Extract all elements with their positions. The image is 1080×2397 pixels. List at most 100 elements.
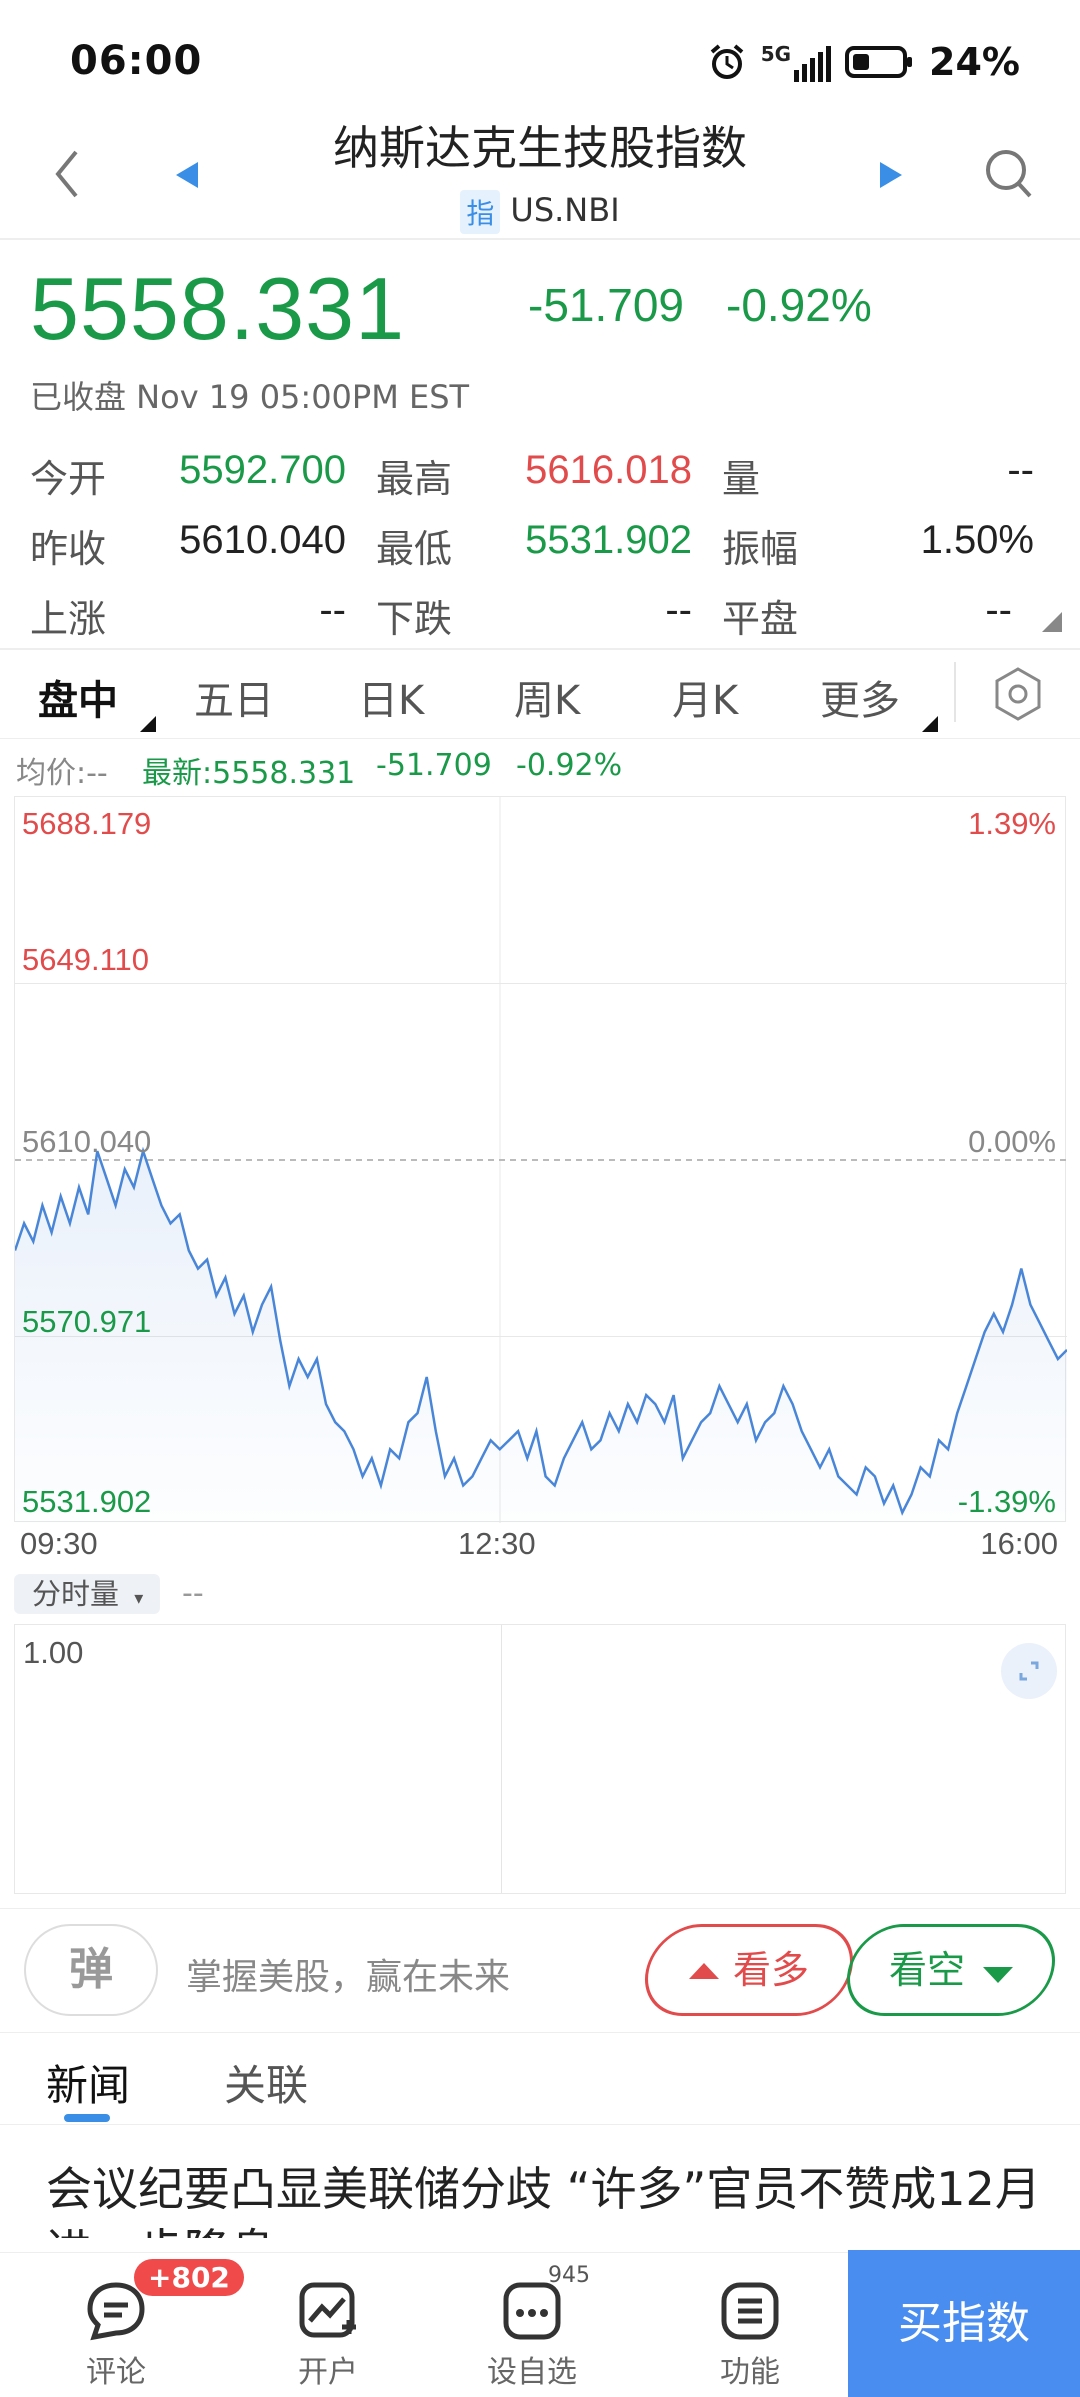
- y-pct-high: 1.39%: [968, 806, 1056, 841]
- nav-functions[interactable]: 功能: [680, 2253, 820, 2397]
- stat-value-prev-close: 5610.040: [179, 518, 346, 562]
- nav-open-account[interactable]: 开户: [258, 2253, 398, 2397]
- price-change-pct: -0.92%: [726, 279, 872, 331]
- next-stock-icon[interactable]: [878, 160, 904, 190]
- stat-label-high: 最高: [376, 457, 453, 501]
- arrow-down-icon: [983, 1966, 1013, 1983]
- bearish-button[interactable]: 看空: [838, 1924, 1064, 2016]
- status-icons: 5G 24%: [707, 38, 1020, 86]
- legend-latest: 最新:5558.331: [142, 756, 356, 791]
- stat-value-amplitude: 1.50%: [920, 518, 1034, 562]
- news-headline[interactable]: 会议纪要凸显美联储分歧 “许多”官员不赞成12月进一步降息: [46, 2162, 1041, 2238]
- prev-stock-icon[interactable]: [174, 160, 200, 190]
- market-status: 已收盘 Nov 19 05:00PM EST: [30, 378, 470, 416]
- nav-comments-label: 评论: [86, 2355, 146, 2390]
- stat-label-prev-close: 昨收: [30, 527, 107, 571]
- nav-add-watchlist-label: 设自选: [487, 2355, 577, 2390]
- intraday-chart[interactable]: [14, 796, 1067, 1523]
- network-icon: 5G: [760, 42, 832, 82]
- stat-value-high: 5616.018: [525, 448, 692, 492]
- y-pct-low: -1.39%: [957, 1484, 1056, 1519]
- arrow-up-icon: [688, 1962, 719, 1979]
- x-label-open: 09:30: [20, 1526, 98, 1561]
- volume-chart[interactable]: 1.00: [14, 1624, 1066, 1894]
- buy-index-button[interactable]: 买指数: [848, 2250, 1080, 2397]
- tab-weekly-k[interactable]: 周K: [514, 678, 581, 724]
- y-label-upper: 5649.110: [22, 942, 149, 977]
- x-label-mid: 12:30: [458, 1526, 536, 1561]
- bullish-button[interactable]: 看多: [636, 1924, 862, 2016]
- tab-intraday[interactable]: 盘中: [38, 678, 118, 724]
- comment-badge: +802: [134, 2259, 244, 2296]
- legend-change-pct: -0.92%: [516, 748, 623, 783]
- stat-value-volume: --: [1007, 448, 1034, 492]
- page-title: 纳斯达克生技股指数: [333, 121, 747, 175]
- stat-label-advancers: 上涨: [30, 597, 107, 641]
- network-label: 5G: [760, 42, 792, 66]
- comment-icon: [87, 2282, 145, 2341]
- stat-label-unchanged: 平盘: [722, 597, 799, 641]
- search-icon[interactable]: [984, 148, 1034, 200]
- back-icon[interactable]: [52, 148, 82, 200]
- price-line: [15, 1146, 1067, 1516]
- bullet-comment-label: 弹: [69, 1944, 113, 1995]
- stat-value-advancers: --: [319, 588, 346, 632]
- y-label-lower: 5570.971: [22, 1304, 152, 1339]
- last-price: 5558.331: [30, 259, 406, 358]
- stock-code-row: 指 US.NBI: [0, 190, 1080, 234]
- tab-five-day[interactable]: 五日: [194, 678, 274, 724]
- battery-percent: 24%: [929, 40, 1020, 84]
- stat-label-low: 最低: [376, 527, 453, 571]
- tab-news[interactable]: 新闻: [46, 2061, 131, 2110]
- nav-functions-label: 功能: [720, 2355, 780, 2390]
- chart-plot: [15, 797, 1067, 1523]
- bullet-comment-button[interactable]: 弹: [24, 1924, 158, 2016]
- legend-avg-price: 均价:--: [16, 756, 108, 791]
- fullscreen-icon[interactable]: [1001, 1643, 1057, 1699]
- stat-value-decliners: --: [665, 588, 692, 632]
- active-tab-indicator: [64, 2114, 110, 2122]
- y-pct-zero: 0.00%: [968, 1124, 1056, 1159]
- status-bar: 06:00 5G 24%: [0, 0, 1080, 120]
- tab-related[interactable]: 关联: [224, 2061, 309, 2110]
- volume-value: --: [182, 1576, 204, 1611]
- nav-comments[interactable]: +802 评论: [46, 2253, 244, 2397]
- status-time: 06:00: [70, 38, 203, 84]
- tab-dropdown-icon[interactable]: [140, 716, 156, 732]
- stat-label-amplitude: 振幅: [722, 527, 799, 571]
- battery-icon: [845, 46, 913, 78]
- bearish-label: 看空: [888, 1948, 965, 1992]
- volume-indicator-select[interactable]: 分时量 ▾: [14, 1574, 160, 1614]
- y-label-low: 5531.902: [22, 1484, 152, 1519]
- tab-daily-k[interactable]: 日K: [358, 678, 425, 724]
- legend-change: -51.709: [376, 748, 492, 783]
- x-label-close: 16:00: [980, 1526, 1058, 1561]
- y-label-prev-close: 5610.040: [22, 1124, 152, 1159]
- y-label-high: 5688.179: [22, 806, 152, 841]
- menu-icon: [721, 2282, 779, 2340]
- expand-stats-icon[interactable]: [1040, 610, 1064, 634]
- watchlist-icon: [503, 2282, 561, 2340]
- index-tag: 指: [460, 190, 501, 234]
- account-chart-icon: [299, 2282, 356, 2338]
- stat-label-open: 今开: [30, 457, 107, 501]
- stat-value-low: 5531.902: [525, 518, 692, 562]
- nav-add-watchlist[interactable]: 945 设自选: [462, 2253, 602, 2397]
- price-area: [15, 1151, 1067, 1523]
- chevron-down-icon: ▾: [134, 1588, 144, 1609]
- chart-settings-icon[interactable]: [992, 666, 1044, 722]
- stat-value-open: 5592.700: [179, 448, 346, 492]
- stock-code: US.NBI: [510, 191, 620, 229]
- volume-selector-label: 分时量: [32, 1577, 120, 1611]
- tab-monthly-k[interactable]: 月K: [672, 678, 739, 724]
- stat-label-volume: 量: [722, 457, 761, 501]
- price-change: -51.709: [528, 279, 685, 331]
- alarm-icon: [710, 44, 743, 79]
- bullish-label: 看多: [732, 1948, 809, 1992]
- stat-label-decliners: 下跌: [376, 597, 453, 641]
- slogan-text: 掌握美股，赢在未来: [186, 1957, 511, 1998]
- tab-more[interactable]: 更多: [820, 678, 900, 724]
- volume-axis-label: 1.00: [23, 1635, 84, 1670]
- more-dropdown-icon[interactable]: [922, 716, 938, 732]
- watchlist-count: 945: [548, 2263, 590, 2288]
